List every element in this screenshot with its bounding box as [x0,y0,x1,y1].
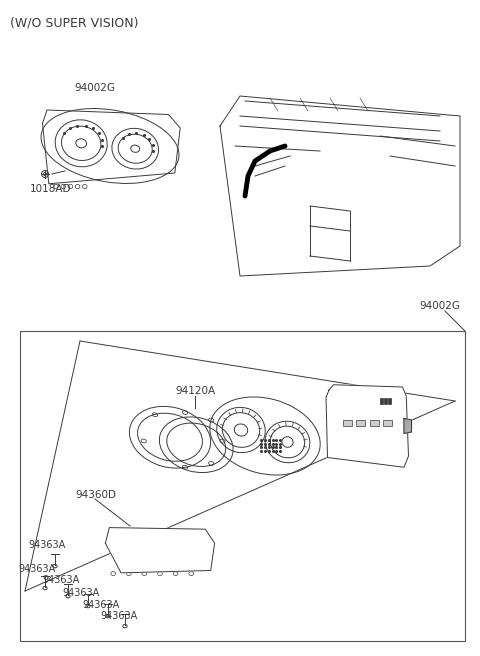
Ellipse shape [114,531,188,564]
Ellipse shape [210,397,320,475]
Text: 94363A: 94363A [28,540,65,550]
Text: 94002G: 94002G [74,83,116,93]
Ellipse shape [332,395,338,400]
Bar [356,420,365,426]
Polygon shape [404,419,411,434]
Text: 94363A: 94363A [42,575,79,585]
Bar [383,420,392,426]
Ellipse shape [334,452,339,457]
Bar [387,398,391,403]
Bar [20,331,465,641]
Ellipse shape [394,395,399,400]
Text: 94363A: 94363A [82,600,119,610]
Text: 94363A: 94363A [100,611,137,621]
Text: 94363A: 94363A [62,588,99,598]
Text: 94120A: 94120A [175,386,215,396]
Text: (W/O SUPER VISION): (W/O SUPER VISION) [10,16,139,29]
Text: 94360D: 94360D [75,490,116,500]
Ellipse shape [130,406,211,468]
Bar [343,420,351,426]
Ellipse shape [395,452,401,457]
Polygon shape [106,527,215,573]
Text: 94002G: 94002G [419,301,460,311]
Text: 1018AD: 1018AD [30,184,72,194]
Polygon shape [326,385,408,467]
Bar [380,398,383,403]
Bar [370,420,379,426]
Text: 94363A: 94363A [18,564,55,574]
Bar [384,398,387,403]
Polygon shape [220,96,460,276]
